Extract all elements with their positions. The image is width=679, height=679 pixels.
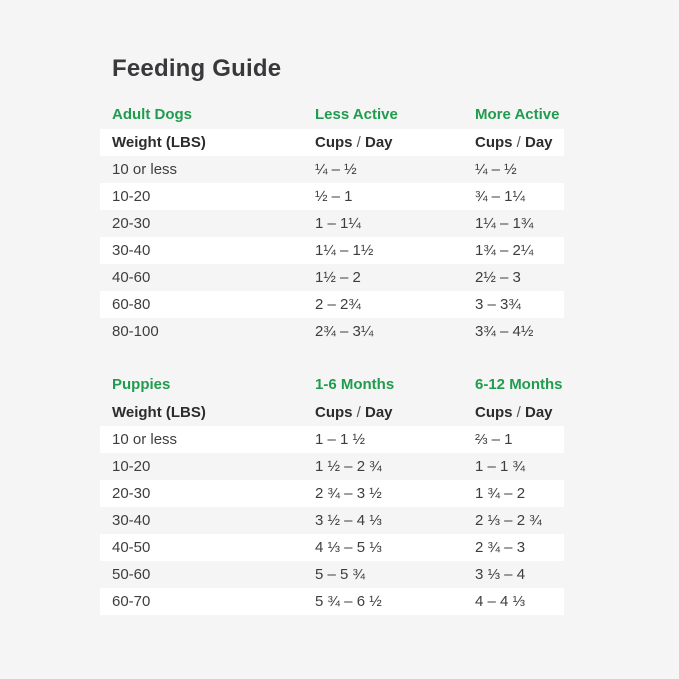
cups-per-day-cell: 1½ – 2 <box>315 269 361 286</box>
table-row: 10 or less 1 – 1 ½ ⅔ – 1 <box>100 426 564 453</box>
section-puppies: Puppies 1-6 Months 6-12 Months Weight (L… <box>100 371 564 615</box>
cups-per-day-cell: ¾ – 1¼ <box>475 188 526 205</box>
section-adult-dogs: Adult Dogs Less Active More Active Weigh… <box>100 101 564 345</box>
cups-per-day-cell: 2½ – 3 <box>475 269 521 286</box>
weight-column-header: Weight (LBS) <box>112 404 206 421</box>
slash-separator: / <box>356 134 361 151</box>
table-row: 30-40 3 ½ – 4 ⅓ 2 ⅓ – 2 ¾ <box>100 507 564 534</box>
section-title: Puppies <box>112 375 171 393</box>
section-header-row: Adult Dogs Less Active More Active <box>100 101 564 127</box>
cups-per-day-cell: ¼ – ½ <box>315 161 357 178</box>
table-row: 60-70 5 ¾ – 6 ½ 4 – 4 ⅓ <box>100 588 564 615</box>
cups-per-day-cell: ¼ – ½ <box>475 161 517 178</box>
weight-cell: 20-30 <box>112 485 151 502</box>
weight-cell: 10-20 <box>112 458 151 475</box>
cups-per-day-cell: 5 – 5 ¾ <box>315 566 366 583</box>
table-row: 30-40 1¼ – 1½ 1¾ – 2¼ <box>100 237 564 264</box>
table-row: 10-20 1 ½ – 2 ¾ 1 – 1 ¾ <box>100 453 564 480</box>
cups-per-day-cell: ⅔ – 1 <box>475 431 513 448</box>
cups-column-header: Cups / Day <box>315 404 393 421</box>
section-title: Adult Dogs <box>112 105 192 123</box>
table-row: 10-20 ½ – 1 ¾ – 1¼ <box>100 183 564 210</box>
cups-per-day-cell: 1¾ – 2¼ <box>475 242 534 259</box>
cups-per-day-cell: 5 ¾ – 6 ½ <box>315 593 382 610</box>
subheader-row: Weight (LBS) Cups / Day Cups / Day <box>100 399 564 426</box>
cups-column-header: Cups / Day <box>475 404 553 421</box>
cups-per-day-cell: 2 – 2¾ <box>315 296 361 313</box>
cups-per-day-cell: 2 ¾ – 3 ½ <box>315 485 382 502</box>
cups-per-day-cell: 3 ⅓ – 4 <box>475 566 526 583</box>
slash-separator: / <box>516 404 521 421</box>
feeding-sections: Adult Dogs Less Active More Active Weigh… <box>100 101 564 615</box>
page-title: Feeding Guide <box>112 55 282 82</box>
cups-per-day-cell: 2 ⅓ – 2 ¾ <box>475 512 542 529</box>
table-row: 80-100 2¾ – 3¼ 3¾ – 4½ <box>100 318 564 345</box>
weight-cell: 30-40 <box>112 512 151 529</box>
weight-cell: 50-60 <box>112 566 151 583</box>
weight-cell: 60-70 <box>112 593 151 610</box>
cups-per-day-cell: 1 ¾ – 2 <box>475 485 526 502</box>
table-row: 20-30 1 – 1¼ 1¼ – 1¾ <box>100 210 564 237</box>
cups-per-day-cell: 1 – 1 ¾ <box>475 458 526 475</box>
weight-cell: 30-40 <box>112 242 151 259</box>
cups-column-header: Cups / Day <box>315 134 393 151</box>
cups-per-day-cell: 1 – 1 ½ <box>315 431 366 448</box>
cups-per-day-cell: 1 ½ – 2 ¾ <box>315 458 382 475</box>
cups-per-day-cell: 3 – 3¾ <box>475 296 521 313</box>
table-row: 50-60 5 – 5 ¾ 3 ⅓ – 4 <box>100 561 564 588</box>
weight-cell: 40-60 <box>112 269 151 286</box>
table-row: 40-50 4 ⅓ – 5 ⅓ 2 ¾ – 3 <box>100 534 564 561</box>
cups-column-header: Cups / Day <box>475 134 553 151</box>
weight-cell: 10 or less <box>112 161 178 178</box>
weight-cell: 80-100 <box>112 323 159 340</box>
table-row: 20-30 2 ¾ – 3 ½ 1 ¾ – 2 <box>100 480 564 507</box>
table-row: 40-60 1½ – 2 2½ – 3 <box>100 264 564 291</box>
cups-per-day-cell: 1 – 1¼ <box>315 215 361 232</box>
weight-cell: 10-20 <box>112 188 151 205</box>
column-header: 1-6 Months <box>315 375 395 393</box>
section-header-row: Puppies 1-6 Months 6-12 Months <box>100 371 564 397</box>
cups-per-day-cell: 2 ¾ – 3 <box>475 539 526 556</box>
cups-per-day-cell: 4 ⅓ – 5 ⅓ <box>315 539 382 556</box>
cups-per-day-cell: 3¾ – 4½ <box>475 323 534 340</box>
slash-separator: / <box>356 404 361 421</box>
weight-cell: 10 or less <box>112 431 178 448</box>
cups-per-day-cell: 4 – 4 ⅓ <box>475 593 526 610</box>
cups-per-day-cell: 1¼ – 1½ <box>315 242 374 259</box>
weight-cell: 40-50 <box>112 539 151 556</box>
slash-separator: / <box>516 134 521 151</box>
column-header: 6-12 Months <box>475 375 563 393</box>
weight-column-header: Weight (LBS) <box>112 134 206 151</box>
weight-cell: 20-30 <box>112 215 151 232</box>
table-row: 10 or less ¼ – ½ ¼ – ½ <box>100 156 564 183</box>
subheader-row: Weight (LBS) Cups / Day Cups / Day <box>100 129 564 156</box>
column-header: Less Active <box>315 105 398 123</box>
cups-per-day-cell: 3 ½ – 4 ⅓ <box>315 512 382 529</box>
cups-per-day-cell: ½ – 1 <box>315 188 353 205</box>
table-row: 60-80 2 – 2¾ 3 – 3¾ <box>100 291 564 318</box>
weight-cell: 60-80 <box>112 296 151 313</box>
cups-per-day-cell: 2¾ – 3¼ <box>315 323 374 340</box>
column-header: More Active <box>475 105 560 123</box>
cups-per-day-cell: 1¼ – 1¾ <box>475 215 534 232</box>
